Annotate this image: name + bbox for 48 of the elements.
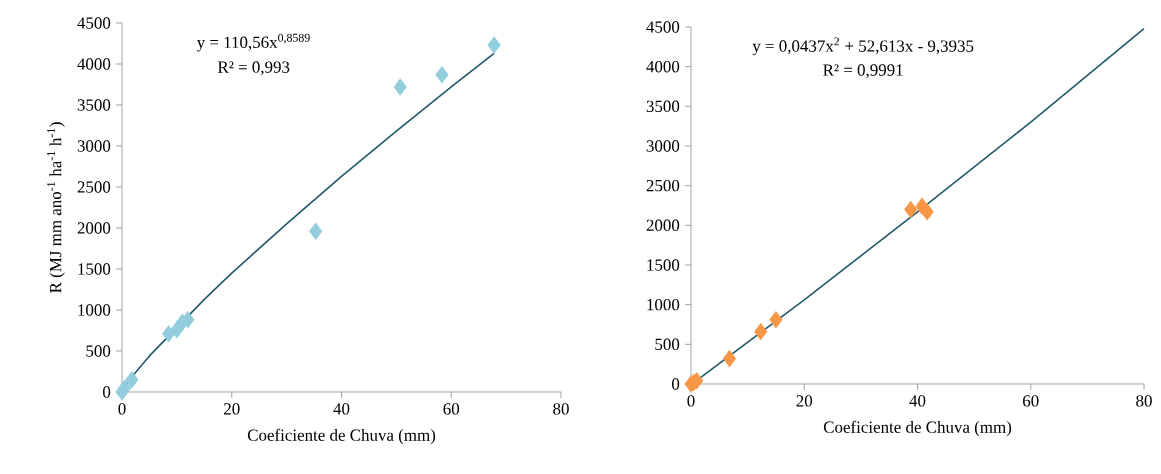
annotation: R² = 0,9991 xyxy=(823,64,903,79)
x-tick-label: 80 xyxy=(1136,395,1152,407)
x-tick-label: 20 xyxy=(796,395,813,407)
point xyxy=(920,203,934,221)
annotation: y = 0,0437x$^{2}$ + 52,613x - 9,3935 xyxy=(752,37,974,56)
x-tick-label: 60 xyxy=(443,403,460,415)
point xyxy=(435,65,449,84)
y-tick-label: 3000 xyxy=(77,140,111,152)
x-axis-title: Coeficiente de Chuva (mm) xyxy=(247,428,436,445)
point xyxy=(309,222,323,240)
y-tick-label: 1000 xyxy=(647,298,680,311)
y-tick-label: 4000 xyxy=(646,60,680,73)
y-tick-label: 1500 xyxy=(647,259,680,271)
y-tick-label: 1500 xyxy=(78,263,111,275)
x-tick-label: 40 xyxy=(909,395,926,407)
x-tick-label: 60 xyxy=(1023,395,1039,407)
x-tick-label: 20 xyxy=(224,403,240,415)
point xyxy=(754,322,768,341)
y-tick-label: 500 xyxy=(86,345,111,357)
x-tick-label: 80 xyxy=(553,403,569,415)
y-tick-label: 3000 xyxy=(646,140,680,152)
point xyxy=(125,370,139,389)
point xyxy=(769,311,783,329)
y-tick-label: 4500 xyxy=(77,17,111,29)
y-tick-label: 2000 xyxy=(646,219,680,232)
point xyxy=(904,200,918,219)
annotation: R² = 0,993 xyxy=(217,61,290,76)
y-tick-label: 500 xyxy=(655,338,680,351)
y-tick-label: 3500 xyxy=(646,100,680,113)
x-tick-label: 0 xyxy=(687,395,695,407)
y-tick-label: 4000 xyxy=(77,58,111,70)
point xyxy=(722,349,737,368)
y-tick-label: 1000 xyxy=(78,304,111,316)
point xyxy=(118,379,132,397)
point xyxy=(487,36,501,54)
x-axis-title: Coeficiente de Chuva (mm) xyxy=(823,420,1012,437)
y-tick-label: 2500 xyxy=(646,179,680,192)
y-tick-label: 2500 xyxy=(77,181,111,193)
y-tick-label: 0 xyxy=(672,378,680,390)
y-tick-label: 3500 xyxy=(77,99,111,111)
y-tick-label: 4500 xyxy=(646,21,680,33)
point xyxy=(393,78,407,96)
x-tick-label: 0 xyxy=(118,403,126,415)
y-tick-label: 2000 xyxy=(77,222,111,234)
annotation: y = 110,56x$^{0,8589}$ xyxy=(196,33,310,52)
y-axis-title: R (MJ mm ano$^{-1}$ ha$^{-1}$ h$^{-1}$) xyxy=(47,122,65,293)
y-tick-label: 0 xyxy=(103,386,111,398)
x-tick-label: 40 xyxy=(333,403,350,415)
